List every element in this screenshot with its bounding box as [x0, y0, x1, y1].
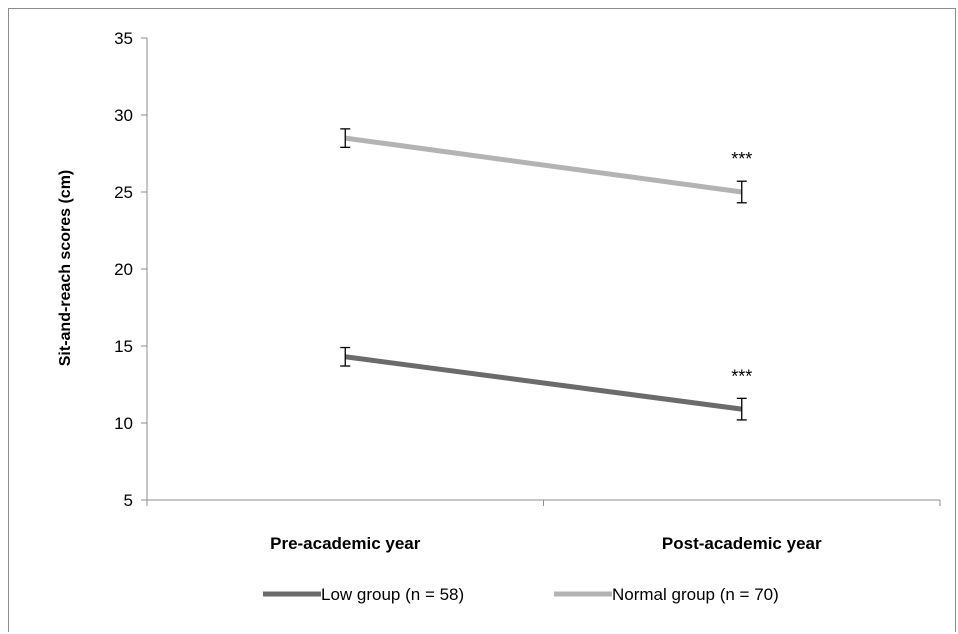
significance-marker: *** — [731, 366, 752, 386]
x-category-label: Pre-academic year — [270, 534, 421, 553]
y-tick-label: 15 — [114, 337, 133, 356]
significance-marker: *** — [731, 149, 752, 169]
y-tick-label: 35 — [114, 29, 133, 48]
series-layer — [340, 128, 747, 421]
x-category-label: Post-academic year — [662, 534, 822, 553]
chart-frame — [8, 8, 956, 632]
y-axis: 5 10 15 20 25 30 35 — [114, 29, 148, 510]
series-line — [344, 354, 743, 412]
series-line — [344, 135, 743, 195]
y-tick-label: 5 — [124, 491, 133, 510]
x-axis: Pre-academic year Post-academic year — [146, 499, 941, 553]
y-tick-label: 30 — [114, 106, 133, 125]
legend: Low group (n = 58) Normal group (n = 70) — [263, 585, 779, 604]
annotation-layer: *** *** — [731, 149, 752, 386]
legend-label: Low group (n = 58) — [321, 585, 464, 604]
y-axis-title: Sit-and-reach scores (cm) — [57, 170, 74, 367]
y-tick-label: 25 — [114, 183, 133, 202]
y-tick-label: 10 — [114, 414, 133, 433]
y-tick-label: 20 — [114, 260, 133, 279]
legend-label: Normal group (n = 70) — [612, 585, 779, 604]
